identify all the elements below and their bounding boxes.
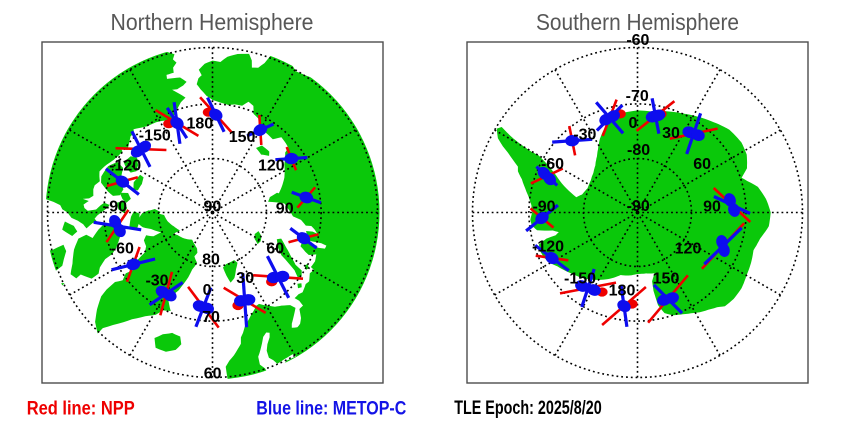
svg-text:30: 30 [236, 270, 254, 287]
svg-text:-30: -30 [145, 273, 168, 290]
svg-text:-60: -60 [626, 32, 649, 49]
svg-text:90: 90 [703, 199, 721, 216]
svg-text:180: 180 [609, 283, 636, 300]
svg-text:120: 120 [675, 241, 702, 258]
svg-text:90: 90 [204, 198, 222, 215]
svg-text:80: 80 [202, 252, 220, 269]
svg-text:-90: -90 [104, 199, 127, 216]
svg-text:TLE Epoch: 2025/8/20: TLE Epoch: 2025/8/20 [454, 398, 602, 419]
svg-text:Southern Hemisphere: Southern Hemisphere [536, 9, 739, 35]
svg-text:-70: -70 [626, 88, 649, 105]
svg-text:150: 150 [653, 271, 680, 288]
svg-text:90: 90 [276, 200, 294, 217]
svg-text:30: 30 [662, 125, 680, 142]
svg-text:70: 70 [202, 309, 220, 326]
svg-text:-90: -90 [627, 198, 650, 215]
svg-text:60: 60 [266, 240, 284, 257]
svg-text:-120: -120 [532, 239, 564, 256]
svg-text:60: 60 [693, 156, 711, 173]
svg-text:-150: -150 [139, 127, 171, 144]
svg-text:-60: -60 [541, 156, 564, 173]
svg-text:-150: -150 [564, 271, 596, 288]
svg-text:180: 180 [186, 116, 213, 133]
svg-text:-30: -30 [573, 126, 596, 143]
svg-text:-90: -90 [532, 199, 555, 216]
svg-text:120: 120 [258, 158, 285, 175]
svg-text:0: 0 [203, 282, 212, 299]
svg-text:60: 60 [204, 366, 222, 383]
svg-text:Red line: NPP: Red line: NPP [27, 399, 135, 420]
svg-text:150: 150 [229, 129, 256, 146]
svg-text:-120: -120 [109, 158, 141, 175]
svg-text:Northern Hemisphere: Northern Hemisphere [111, 9, 314, 35]
svg-text:0: 0 [628, 115, 637, 132]
svg-text:Blue line: METOP-C: Blue line: METOP-C [256, 399, 406, 420]
svg-text:-80: -80 [627, 142, 650, 159]
svg-text:-60: -60 [111, 241, 134, 258]
